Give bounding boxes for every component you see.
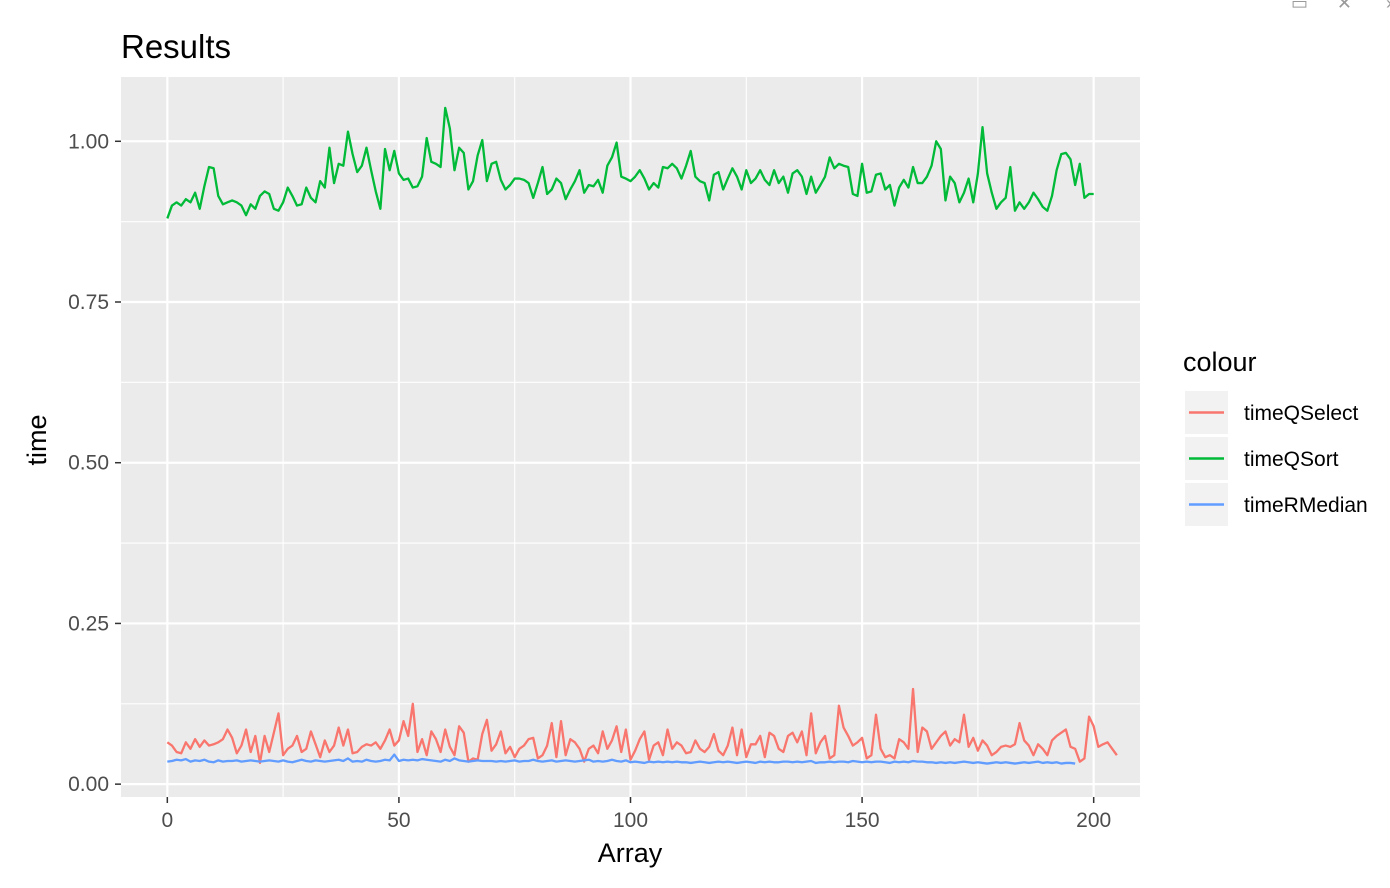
- chart-title: Results: [121, 28, 231, 65]
- y-tick-label: 0.25: [68, 612, 109, 635]
- x-tick-label: 100: [613, 809, 648, 832]
- x-tick-label: 50: [387, 809, 410, 832]
- x-tick-label: 200: [1076, 809, 1111, 832]
- chevron-right-icon[interactable]: ›: [1386, 0, 1390, 12]
- y-tick-label: 0.00: [68, 773, 109, 796]
- legend-title: colour: [1183, 347, 1257, 377]
- legend: colour timeQSelect timeQSort timeRMedian: [1183, 347, 1368, 526]
- y-tick-label: 1.00: [68, 130, 109, 153]
- series-line-timeQSort: [166, 106, 1094, 219]
- x-tick-label: 0: [161, 809, 173, 832]
- close-icon[interactable]: ✕: [1336, 0, 1352, 13]
- x-tick-label: 150: [845, 809, 880, 832]
- plot-area: 0 50 100 150 200 0.00 0.25 0.50 0.75 1.00: [68, 77, 1140, 832]
- popout-icon[interactable]: ▭: [1290, 0, 1308, 13]
- legend-label: timeRMedian: [1244, 494, 1368, 517]
- window-controls: ▭ ✕ ›: [1270, 0, 1390, 14]
- series-line-timeQSelect: [166, 687, 1118, 765]
- y-axis-label: time: [22, 414, 52, 465]
- y-tick-label: 0.75: [68, 291, 109, 314]
- y-tick-label: 0.50: [68, 452, 109, 475]
- x-axis-label: Array: [598, 838, 663, 868]
- legend-label: timeQSelect: [1244, 402, 1359, 425]
- legend-label: timeQSort: [1244, 448, 1339, 471]
- series-line-timeRMedian: [167, 753, 1076, 765]
